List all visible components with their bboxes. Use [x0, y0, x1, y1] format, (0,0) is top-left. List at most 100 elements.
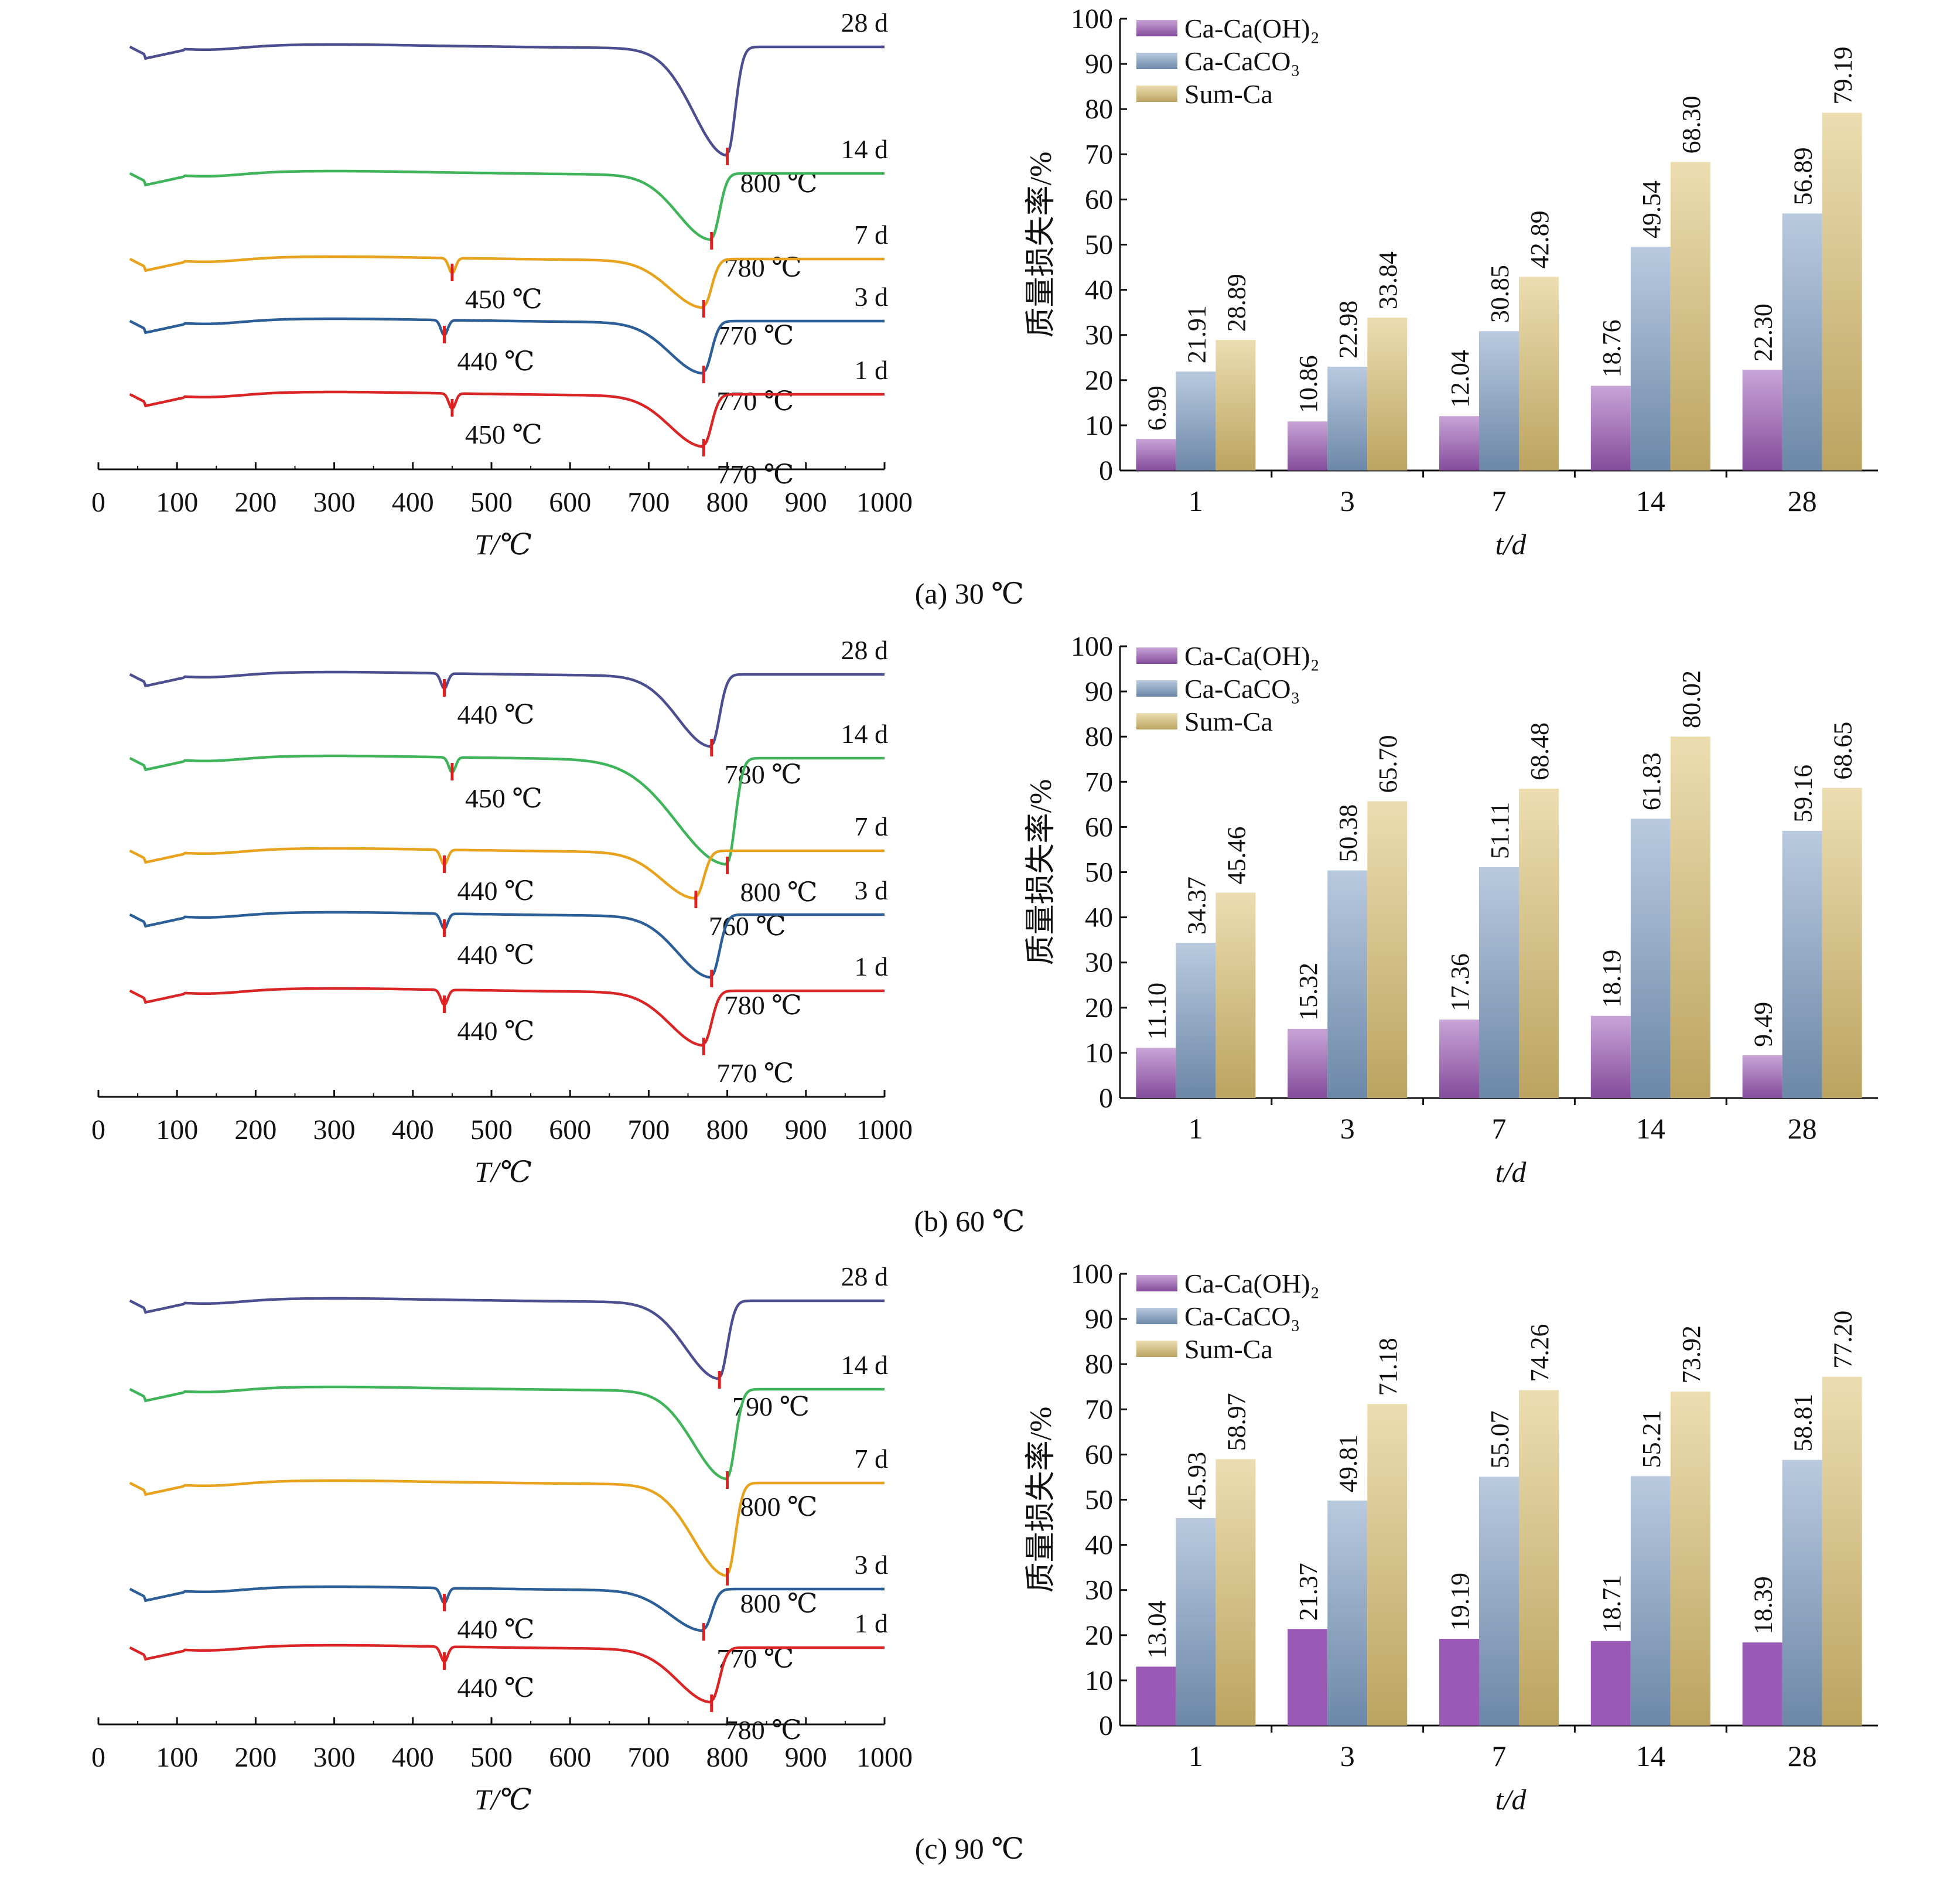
bar-y-tick-label: 50	[1085, 1485, 1113, 1516]
tg-curve-group: 28 d 440 ℃ 780 ℃	[129, 635, 889, 789]
tg-curve-group: 1 d 440 ℃ 780 ℃	[129, 1608, 888, 1745]
peak-temperature-label: 770 ℃	[716, 1058, 794, 1088]
bar	[1215, 892, 1256, 1098]
tg-x-tick-label: 300	[313, 1742, 356, 1773]
peak-temperature-label: 450 ℃	[465, 420, 542, 449]
bar-value-label: 58.97	[1222, 1393, 1251, 1451]
tg-curve-group: 14 d 450 ℃ 800 ℃	[129, 719, 888, 907]
legend-label: Ca-CaCO₃	[1184, 46, 1300, 76]
bar	[1822, 1376, 1862, 1726]
bar	[1630, 247, 1671, 470]
peak-temperature-label: 440 ℃	[457, 700, 534, 729]
bar-value-label: 28.89	[1222, 274, 1251, 332]
bar-value-label: 6.99	[1142, 386, 1171, 431]
tg-curve-group: 3 d 440 ℃ 780 ℃	[129, 875, 889, 1020]
tg-x-tick-label: 500	[470, 1114, 513, 1145]
panel-caption: (a) 30 ℃	[915, 577, 1024, 610]
tg-x-tick-label: 0	[91, 1742, 105, 1773]
bar-y-tick-label: 30	[1085, 320, 1113, 351]
tg-curve	[129, 670, 885, 748]
bar	[1670, 162, 1710, 471]
legend-swatch	[1136, 53, 1177, 69]
tg-curve	[129, 1385, 885, 1481]
bar-y-axis-label: 质量损失率/%	[1025, 779, 1058, 966]
tg-curve-label: 1 d	[855, 952, 889, 981]
bar-value-label: 55.21	[1637, 1410, 1666, 1468]
bar	[1136, 1666, 1176, 1726]
bar-value-label: 33.84	[1374, 251, 1402, 309]
tg-x-tick-label: 1000	[856, 487, 913, 518]
bar	[1288, 1028, 1328, 1098]
bar	[1367, 318, 1408, 470]
bar	[1136, 439, 1176, 470]
bar	[1367, 1404, 1408, 1726]
peak-temperature-label: 770 ℃	[716, 321, 794, 350]
legend-swatch	[1136, 86, 1177, 102]
bar-chart: 0102030405060708090100质量损失率/%t/d111.1034…	[1025, 631, 1878, 1188]
bar-category-label: 28	[1788, 485, 1817, 517]
tg-curve-label: 3 d	[855, 875, 889, 905]
bar-value-label: 80.02	[1677, 670, 1706, 728]
bar-value-label: 11.10	[1142, 983, 1171, 1039]
bar-y-tick-label: 30	[1085, 947, 1113, 978]
bar-value-label: 21.37	[1294, 1563, 1323, 1621]
bar-value-label: 19.19	[1446, 1573, 1474, 1631]
legend-label: Ca-Ca(OH)₂	[1184, 641, 1320, 671]
bar-y-tick-label: 80	[1085, 94, 1113, 125]
bar	[1630, 819, 1671, 1098]
bar-y-tick-label: 10	[1085, 410, 1113, 441]
tg-x-tick-label: 200	[234, 1742, 276, 1773]
tg-x-axis-label: T/℃	[474, 1155, 532, 1188]
bar-y-tick-label: 20	[1085, 365, 1113, 396]
bar-category-label: 28	[1788, 1112, 1817, 1145]
tg-x-tick-label: 800	[706, 1742, 749, 1773]
tg-x-tick-label: 0	[91, 1114, 105, 1145]
bar	[1782, 213, 1822, 470]
peak-temperature-label: 780 ℃	[725, 1715, 802, 1745]
bar	[1176, 1518, 1216, 1726]
bar-chart: 0 10 20 30 40 50 60 70 80 90 100 质量损失率/% t/d 1 6.99 21.…	[1025, 4, 1878, 561]
bar-value-label: 74.26	[1525, 1324, 1554, 1382]
tg-x-tick-label: 500	[470, 487, 513, 518]
bar-y-tick-label: 90	[1085, 676, 1113, 707]
bar-value-label: 55.07	[1486, 1410, 1514, 1468]
tg-curve	[129, 1644, 885, 1704]
bar-value-label: 18.76	[1597, 319, 1626, 377]
bar	[1742, 1642, 1783, 1726]
bar-y-tick-label: 80	[1085, 1349, 1113, 1380]
tg-chart: 0 100 200 300 400 500 600 700 800 900 1000 T/℃ 28 d 4…	[91, 635, 913, 1188]
bar-category-label: 1	[1189, 485, 1203, 517]
bar-category-label: 3	[1340, 485, 1355, 517]
bar-value-label: 42.89	[1525, 210, 1554, 268]
tg-curve-label: 3 d	[855, 1550, 889, 1580]
bar-value-label: 56.89	[1789, 147, 1818, 205]
legend-swatch	[1136, 713, 1177, 729]
bar-value-label: 45.46	[1222, 827, 1251, 885]
tg-curve-label: 28 d	[841, 635, 889, 665]
peak-temperature-label: 800 ℃	[740, 1492, 818, 1522]
tg-x-tick-label: 200	[234, 1114, 276, 1145]
tg-x-tick-label: 300	[313, 1114, 356, 1145]
bar-y-tick-label: 70	[1085, 1394, 1113, 1425]
bar-category-label: 7	[1492, 1740, 1507, 1772]
bar-value-label: 65.70	[1374, 735, 1402, 793]
tg-x-tick-label: 500	[470, 1742, 513, 1773]
bar-y-tick-label: 60	[1085, 812, 1113, 843]
bar-value-label: 9.49	[1749, 1002, 1778, 1047]
legend-label: Ca-CaCO₃	[1184, 674, 1300, 704]
legend-swatch	[1136, 1341, 1177, 1357]
tg-curve-label: 14 d	[841, 1350, 889, 1380]
bar-value-label: 15.32	[1294, 963, 1323, 1021]
tg-curve-label: 14 d	[841, 134, 889, 164]
bar	[1742, 370, 1783, 470]
bar-x-axis-label: t/d	[1495, 528, 1527, 561]
bar-value-label: 10.86	[1294, 355, 1323, 413]
bar-category-label: 7	[1492, 485, 1507, 517]
legend-label: Sum-Ca	[1184, 707, 1273, 737]
